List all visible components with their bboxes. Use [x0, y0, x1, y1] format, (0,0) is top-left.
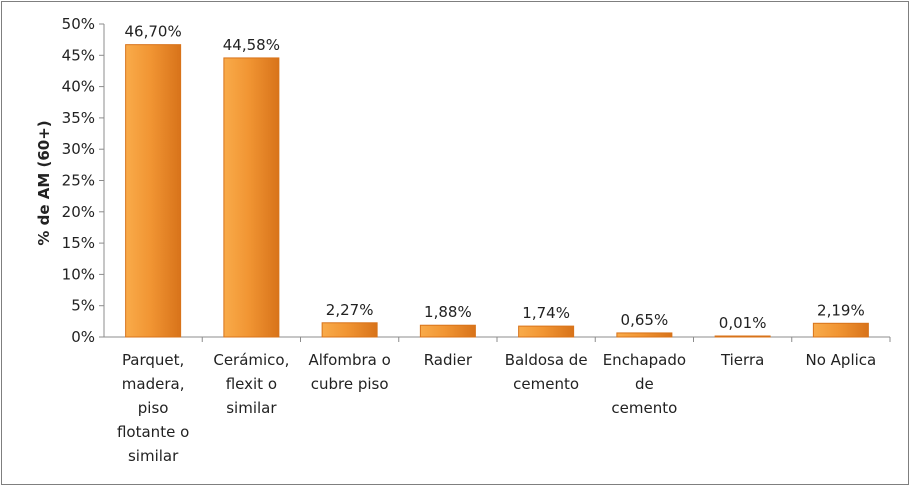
y-axis-title-group: % de AM (60+): [35, 120, 53, 245]
bar: [125, 44, 182, 338]
bar: [714, 335, 771, 338]
y-axis-ticks: 0% 5% 10% 15% 20% 25% 30% 35% 40% 45% 50%: [62, 15, 104, 346]
y-tick-label: 25%: [62, 172, 95, 190]
axes: [103, 24, 891, 342]
category-label: Parquet, madera, piso flotante o similar: [117, 351, 189, 465]
bar: [223, 57, 280, 338]
category-label: Baldosa de cemento: [505, 351, 588, 393]
y-tick-label: 0%: [71, 328, 95, 346]
category-label: No Aplica: [806, 351, 877, 369]
category-label: Radier: [424, 351, 473, 369]
bar: [419, 324, 476, 338]
data-labels: 46,70% 44,58% 2,27% 1,88% 1,74% 0,65% 0,01% 2,1…: [125, 23, 865, 332]
data-label: 46,70%: [125, 23, 182, 41]
bar: [518, 325, 575, 338]
category-label: Cerámico, flexit o similar: [213, 351, 289, 417]
bar: [321, 322, 378, 338]
category-labels: Parquet, madera, piso flotante o similar Cerá…: [117, 351, 876, 465]
category-label: Alfombra o cubre piso: [308, 351, 390, 393]
data-label: 44,58%: [223, 36, 280, 54]
category-label: Tierra: [720, 351, 764, 369]
y-tick-label: 40%: [62, 78, 95, 96]
y-axis-title: % de AM (60+): [35, 120, 53, 245]
y-tick-label: 5%: [71, 297, 95, 315]
data-label: 1,74%: [522, 304, 570, 322]
y-tick-label: 30%: [62, 140, 95, 158]
bar: [616, 332, 673, 338]
data-label: 1,88%: [424, 303, 472, 321]
y-tick-label: 45%: [62, 46, 95, 64]
category-label: Enchapado de cemento: [603, 351, 686, 417]
y-tick-label: 50%: [62, 15, 95, 33]
data-label: 0,01%: [719, 314, 767, 332]
y-tick-label: 20%: [62, 203, 95, 221]
data-label: 2,19%: [817, 301, 865, 319]
data-label: 2,27%: [326, 301, 374, 319]
data-label: 0,65%: [621, 311, 669, 329]
y-tick-label: 15%: [62, 234, 95, 252]
bar: [812, 322, 869, 338]
y-tick-label: 35%: [62, 109, 95, 127]
y-tick-label: 10%: [62, 265, 95, 283]
bars: [125, 44, 869, 338]
